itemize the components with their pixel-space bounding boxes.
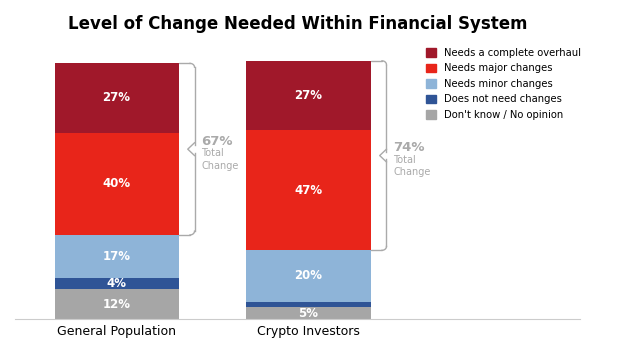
Bar	[247, 301, 371, 307]
Text: 4%: 4%	[107, 277, 126, 290]
Bar	[247, 250, 371, 301]
Text: Total
Change: Total Change	[202, 148, 239, 170]
Text: 47%: 47%	[294, 184, 322, 197]
Text: 27%: 27%	[103, 91, 131, 104]
Text: 17%: 17%	[103, 250, 131, 263]
Text: Total
Change: Total Change	[393, 155, 431, 177]
Bar	[55, 279, 179, 289]
Legend: Needs a complete overhaul, Needs major changes, Needs minor changes, Does not ne: Needs a complete overhaul, Needs major c…	[427, 48, 582, 120]
Text: 5%: 5%	[299, 306, 319, 319]
Bar	[55, 289, 179, 319]
Bar	[247, 130, 371, 250]
Text: 27%: 27%	[294, 89, 322, 102]
Text: 74%: 74%	[393, 142, 425, 154]
Text: 20%: 20%	[294, 269, 322, 282]
Bar	[55, 235, 179, 279]
Text: 40%: 40%	[102, 177, 131, 190]
Text: 12%: 12%	[103, 298, 131, 311]
Bar	[55, 132, 179, 235]
Bar	[247, 307, 371, 319]
Text: 67%: 67%	[202, 135, 232, 148]
Title: Level of Change Needed Within Financial System: Level of Change Needed Within Financial …	[68, 15, 527, 33]
Bar	[247, 61, 371, 130]
Bar	[55, 64, 179, 132]
